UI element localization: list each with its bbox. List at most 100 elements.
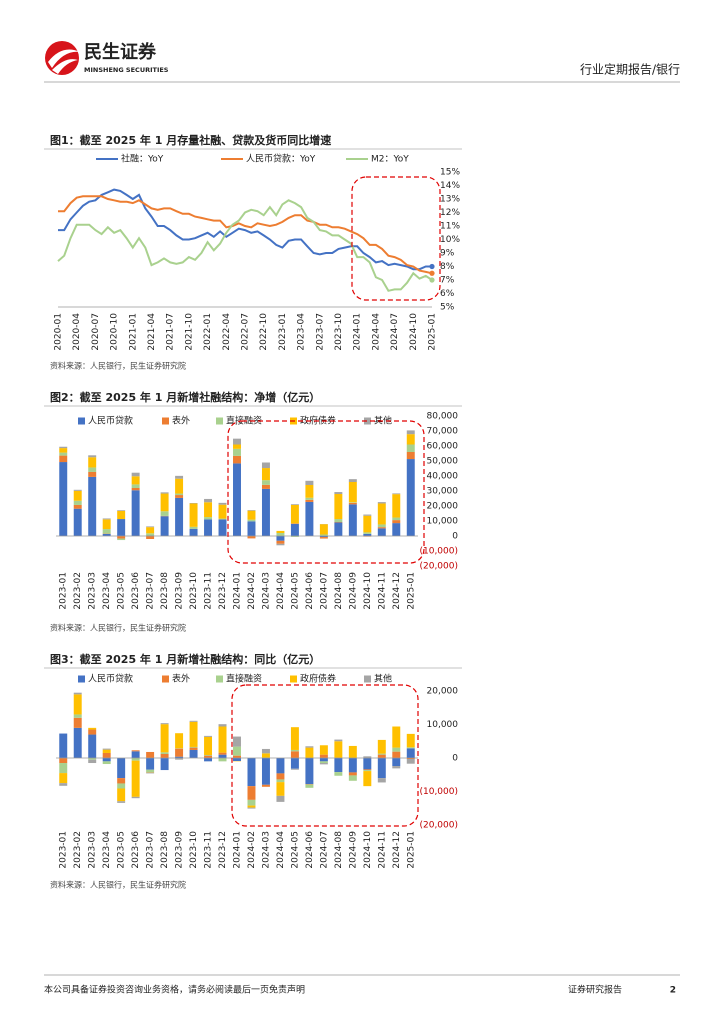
bar-segment xyxy=(406,758,415,760)
bar-segment xyxy=(175,495,184,498)
x-tick-label: 2024-09 xyxy=(348,831,358,869)
bar-segment xyxy=(131,488,140,491)
x-tick-label: 2024-07 xyxy=(319,831,329,869)
x-tick-label: 2023-09 xyxy=(175,572,185,610)
x-tick-label: 2024-07 xyxy=(390,313,400,351)
y-tick-label: 9% xyxy=(440,249,455,259)
logo-swoosh xyxy=(48,49,80,68)
y-tick-label: 70,000 xyxy=(427,427,459,437)
bar-segment xyxy=(406,434,415,445)
x-tick-label: 2024-08 xyxy=(334,831,344,869)
bar-segment xyxy=(117,510,126,511)
x-tick-label: 2024-01 xyxy=(353,313,363,351)
bar-segment xyxy=(204,755,213,758)
source-note: 资料来源：人民银行，民生证券研究院 xyxy=(50,623,186,633)
x-tick-label: 2023-05 xyxy=(117,831,127,869)
bar-segment xyxy=(218,754,227,758)
y-tick-label: 11% xyxy=(440,222,460,232)
bar-segment xyxy=(363,769,372,771)
x-tick-label: 2023-11 xyxy=(204,831,214,869)
bar-segment xyxy=(233,755,241,758)
x-tick-label: 2024-03 xyxy=(261,831,271,869)
bar-segment xyxy=(102,748,111,750)
bar-segment xyxy=(131,758,140,761)
x-tick-label: 2023-02 xyxy=(73,831,83,869)
bar-segment xyxy=(146,526,155,528)
bar-segment xyxy=(348,745,357,758)
y-tick-label: 14% xyxy=(440,181,460,191)
x-tick-label: 2023-10 xyxy=(189,572,199,610)
series-line xyxy=(57,199,433,292)
legend-swatch xyxy=(78,675,85,683)
y-tick-label: 10% xyxy=(440,235,460,245)
bar-segment xyxy=(276,533,285,536)
y-tick-label: 60,000 xyxy=(427,442,459,452)
bar-segment xyxy=(319,745,328,755)
y-tick-label: 6% xyxy=(440,289,455,299)
bar-segment xyxy=(117,536,126,539)
x-tick-label: 2024-10 xyxy=(363,572,373,610)
bar-segment xyxy=(290,758,299,769)
x-tick-label: 2023-01 xyxy=(59,831,69,869)
x-tick-label: 2024-02 xyxy=(247,831,257,869)
bar-segment xyxy=(290,751,299,758)
bar-segment xyxy=(88,467,97,472)
y-tick-label: 20,000 xyxy=(427,502,459,512)
x-tick-label: 2022-07 xyxy=(241,313,251,351)
bar-segment xyxy=(88,727,97,730)
bar-segment xyxy=(348,482,357,503)
bar-segment xyxy=(59,783,68,786)
bar-segment xyxy=(160,493,169,512)
logo-swoosh xyxy=(52,59,78,74)
bar-segment xyxy=(406,747,415,749)
bar-segment xyxy=(131,490,140,536)
bar-segment xyxy=(261,758,270,785)
bar-segment xyxy=(117,538,126,541)
x-tick-label: 2024-03 xyxy=(261,572,271,610)
bar-segment xyxy=(88,457,97,468)
bar-segment xyxy=(348,775,357,781)
logo-mark xyxy=(45,41,79,75)
bar-segment xyxy=(131,472,140,477)
bar-segment xyxy=(73,727,82,758)
y-tick-label: 0 xyxy=(452,532,458,542)
x-tick-label: 2024-05 xyxy=(290,831,300,869)
bar-segment xyxy=(117,788,126,802)
bar-segment xyxy=(218,758,227,762)
bar-segment xyxy=(189,749,198,758)
bar-segment xyxy=(377,528,386,536)
bar-segment xyxy=(117,510,126,520)
bar-segment xyxy=(204,736,213,755)
x-tick-label: 2024-04 xyxy=(276,831,286,869)
legend-label: 直接融资 xyxy=(226,673,262,685)
bar-segment xyxy=(204,758,213,762)
y-tick-label: 80,000 xyxy=(427,412,459,422)
bar-segment xyxy=(175,748,184,757)
y-tick-label: 30,000 xyxy=(427,487,459,497)
bar-segment xyxy=(334,772,343,776)
legend-swatch xyxy=(290,675,297,683)
bar-segment xyxy=(406,444,415,452)
highlight-box xyxy=(351,176,441,301)
x-tick-label: 2024-07 xyxy=(319,572,329,610)
legend-swatch xyxy=(162,675,169,683)
logo-subtext: MINSHENG SECURITIES xyxy=(84,66,169,74)
bar-segment xyxy=(377,778,386,783)
x-tick-label: 2023-01 xyxy=(59,572,69,610)
bar-segment xyxy=(175,758,184,760)
bar-segment xyxy=(160,758,169,771)
bar-segment xyxy=(117,783,126,789)
bar-segment xyxy=(334,758,343,773)
x-tick-label: 2020-10 xyxy=(110,313,120,351)
bar-segment xyxy=(73,694,82,715)
bar-segment xyxy=(117,519,126,536)
legend-swatch xyxy=(216,675,223,683)
x-tick-label: 2023-12 xyxy=(218,572,228,610)
bar-segment xyxy=(73,508,82,536)
bar-segment xyxy=(218,504,227,519)
bar-segment xyxy=(59,448,68,453)
bar-segment xyxy=(146,758,155,770)
bar-segment xyxy=(334,519,343,523)
bar-segment xyxy=(319,761,328,764)
